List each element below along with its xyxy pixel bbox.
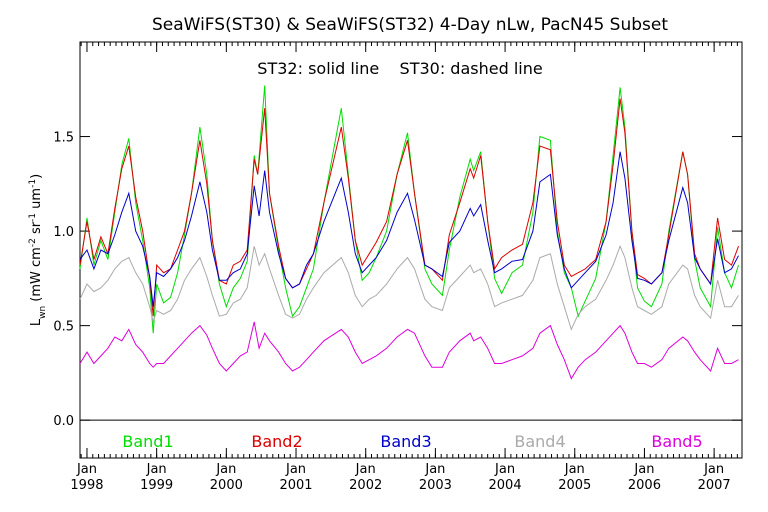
x-tick-year: 2006 [628, 478, 661, 493]
series-line-band4 [79, 244, 739, 331]
series-line-band5 [79, 321, 739, 380]
y-axis-label: Lwn (mW cm-2 sr-1 um-1) [28, 174, 48, 326]
plot-frame [79, 41, 743, 459]
y-axis: 0.0 0.5 1.0 1.5 [53, 131, 742, 429]
x-tick-month: Jan [564, 462, 585, 477]
y-tick-label: 0.5 [53, 320, 74, 335]
x-tick-month: Jan [285, 462, 306, 477]
x-tick-year: 2005 [558, 478, 591, 493]
x-tick-year: 2000 [210, 478, 243, 493]
series-line-band3 [79, 151, 739, 307]
x-tick-month: Jan [633, 462, 654, 477]
x-axis: Jan1998Jan1999Jan2000Jan2001Jan2002Jan20… [70, 42, 738, 493]
series-lines [79, 85, 739, 380]
x-tick-month: Jan [424, 462, 445, 477]
x-tick-month: Jan [146, 462, 167, 477]
x-tick-month: Jan [355, 462, 376, 477]
series-line-band2 [79, 98, 739, 317]
x-tick-year: 2007 [698, 478, 731, 493]
x-tick-year: 2001 [279, 478, 312, 493]
x-tick-year: 2004 [489, 478, 522, 493]
x-tick-year: 2003 [419, 478, 452, 493]
legend-label-band4: Band4 [514, 432, 565, 451]
chart-subtitle: ST32: solid line ST30: dashed line [257, 59, 542, 78]
x-tick-month: Jan [494, 462, 515, 477]
legend: Band1 Band2 Band3 Band4 Band5 [122, 432, 702, 451]
x-tick-year: 1998 [70, 478, 103, 493]
legend-label-band5: Band5 [651, 432, 702, 451]
x-tick-year: 1999 [140, 478, 173, 493]
x-tick-year: 2002 [349, 478, 382, 493]
x-tick-month: Jan [703, 462, 724, 477]
legend-label-band3: Band3 [380, 432, 431, 451]
y-tick-label: 0.0 [53, 414, 74, 429]
legend-label-band2: Band2 [251, 432, 302, 451]
x-tick-month: Jan [215, 462, 236, 477]
x-tick-month: Jan [76, 462, 97, 477]
chart-title: SeaWiFS(ST30) & SeaWiFS(ST32) 4-Day nLw,… [152, 15, 668, 35]
y-tick-label: 1.0 [53, 225, 74, 240]
legend-label-band1: Band1 [122, 432, 173, 451]
y-tick-label: 1.5 [53, 131, 74, 146]
